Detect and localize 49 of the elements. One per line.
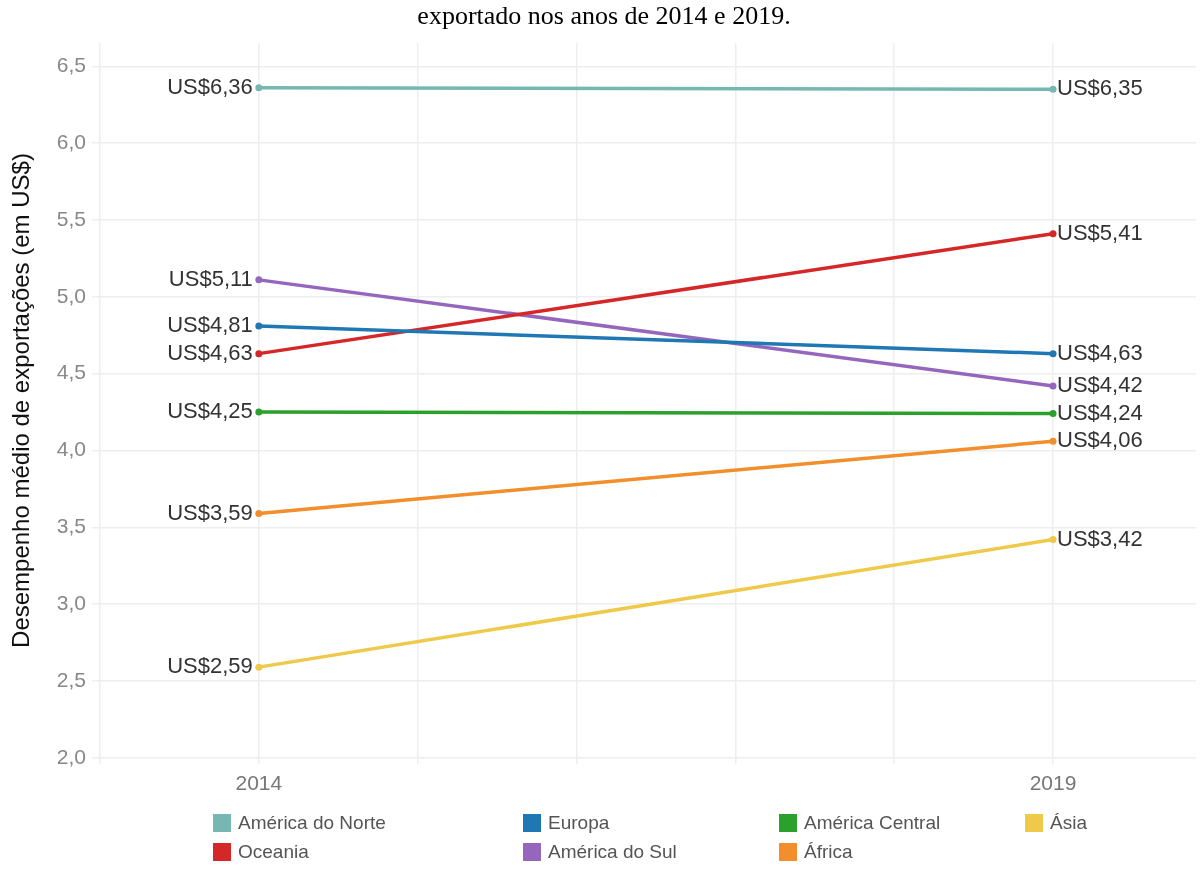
data-label: US$4,63 [167, 339, 253, 365]
data-label: US$5,41 [1057, 219, 1143, 245]
y-axis-title: Desempenho médio de exportações (em US$) [7, 153, 35, 648]
data-label: US$4,63 [1057, 339, 1143, 365]
legend-label: Europa [548, 811, 610, 834]
y-tick-label: 5,0 [56, 283, 86, 307]
data-label: US$5,11 [168, 265, 253, 291]
y-tick-label: 6,5 [56, 53, 86, 77]
point [1049, 437, 1057, 445]
point [1049, 536, 1057, 544]
legend-label: Oceania [238, 840, 309, 863]
y-tick-label: 3,5 [56, 514, 86, 538]
data-label: US$2,59 [167, 653, 253, 679]
point [255, 509, 263, 517]
point [255, 322, 263, 330]
point [1049, 85, 1057, 93]
legend-label: América do Norte [238, 811, 386, 834]
legend-label: América Central [804, 811, 941, 834]
x-tick-label: 2014 [235, 771, 283, 795]
y-tick-label: 6,0 [56, 129, 86, 153]
point [1049, 410, 1057, 418]
y-tick-label: 2,0 [56, 744, 86, 768]
y-tick-label: 2,5 [56, 667, 86, 691]
legend-label: América do Sul [548, 840, 677, 863]
point [1049, 382, 1057, 390]
point [1049, 350, 1057, 358]
point [255, 350, 263, 358]
point [1049, 230, 1057, 238]
data-label: US$4,81 [167, 312, 253, 338]
data-label: US$6,35 [1057, 75, 1143, 101]
data-label: US$4,24 [1057, 399, 1143, 425]
data-label: US$4,42 [1057, 371, 1143, 397]
point [255, 84, 263, 92]
y-tick-label: 3,0 [56, 590, 86, 614]
data-label: US$4,25 [167, 398, 253, 424]
point [255, 276, 263, 284]
data-label: US$6,36 [167, 73, 253, 99]
data-label: US$3,59 [167, 499, 253, 525]
data-label: US$4,06 [1057, 427, 1143, 453]
x-tick-label: 2019 [1029, 771, 1077, 795]
y-tick-label: 5,5 [56, 206, 86, 230]
chart-title: exportado nos anos de 2014 e 2019. [417, 1, 791, 31]
y-tick-label: 4,5 [56, 360, 86, 384]
point [255, 408, 263, 416]
point [255, 663, 263, 671]
legend-label: Ásia [1050, 811, 1087, 834]
data-label: US$3,42 [1057, 525, 1143, 551]
y-tick-label: 4,0 [56, 437, 86, 461]
legend-label: África [804, 840, 853, 863]
